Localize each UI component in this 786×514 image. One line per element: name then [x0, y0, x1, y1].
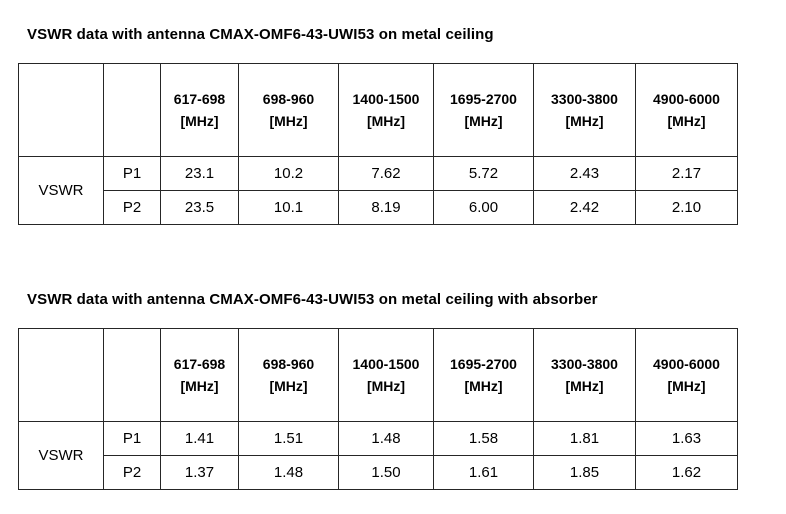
frequency-range: 617-698: [173, 356, 226, 372]
value-cell: 1.50: [338, 455, 434, 490]
value-cell: 10.1: [238, 190, 339, 225]
value-cell: 23.5: [160, 190, 239, 225]
frequency-range: 1400-1500: [352, 91, 420, 107]
value-cell: 1.61: [433, 455, 534, 490]
column-header-698-960: 698-960 [MHz]: [238, 63, 339, 157]
value-cell: 1.81: [533, 421, 636, 456]
corner-cell: [18, 63, 104, 157]
value-cell: 2.17: [635, 156, 738, 191]
column-header-4900-6000: 4900-6000 [MHz]: [635, 328, 738, 422]
table-row-p2: P2 23.5 10.1 8.19 6.00 2.42 2.10: [19, 190, 738, 225]
table-row-p2: P2 1.37 1.48 1.50 1.61 1.85 1.62: [19, 455, 738, 490]
value-cell: 1.48: [338, 421, 434, 456]
table-row-p1: VSWR P1 1.41 1.51 1.48 1.58 1.81 1.63: [18, 421, 738, 490]
value-cell: 1.63: [635, 421, 738, 456]
frequency-unit: [MHz]: [366, 378, 406, 394]
column-header-3300-3800: 3300-3800 [MHz]: [533, 328, 636, 422]
value-cell: 6.00: [433, 190, 534, 225]
frequency-unit: [MHz]: [269, 378, 308, 394]
value-cell: 1.58: [433, 421, 534, 456]
value-cell: 1.41: [160, 421, 239, 456]
port-label-p2: P2: [103, 190, 161, 225]
column-header-1400-1500: 1400-1500 [MHz]: [338, 328, 434, 422]
header-row: 617-698 [MHz] 698-960 [MHz] 1400-1500 [M…: [18, 63, 738, 157]
frequency-unit: [MHz]: [667, 378, 706, 394]
vswr-table-metal-ceiling-absorber: 617-698 [MHz] 698-960 [MHz] 1400-1500 [M…: [18, 328, 738, 490]
column-header-1695-2700: 1695-2700 [MHz]: [433, 328, 534, 422]
table-row-p1: VSWR P1 23.1 10.2 7.62 5.72 2.43 2.17: [18, 156, 738, 225]
frequency-range: 1695-2700: [450, 356, 517, 372]
frequency-range: 3300-3800: [551, 356, 618, 372]
value-cell: 8.19: [338, 190, 434, 225]
column-header-698-960: 698-960 [MHz]: [238, 328, 339, 422]
table-2-title: VSWR data with antenna CMAX-OMF6-43-UWI5…: [27, 291, 598, 308]
frequency-unit: [MHz]: [565, 113, 604, 129]
frequency-unit: [MHz]: [464, 113, 503, 129]
frequency-range: 3300-3800: [551, 91, 618, 107]
document-page: VSWR data with antenna CMAX-OMF6-43-UWI5…: [0, 26, 786, 514]
value-cell: 1.37: [160, 455, 239, 490]
frequency-unit: [MHz]: [180, 378, 219, 394]
value-cell: 7.62: [338, 156, 434, 191]
value-cell: 1.51: [238, 421, 339, 456]
port-label-p1: P1: [103, 421, 161, 456]
value-cell: 1.48: [238, 455, 339, 490]
port-label-p1: P1: [103, 156, 161, 191]
corner-cell: [103, 63, 161, 157]
corner-cell: [18, 328, 104, 422]
table-1-title: VSWR data with antenna CMAX-OMF6-43-UWI5…: [27, 26, 494, 43]
frequency-unit: [MHz]: [180, 113, 219, 129]
row-group-label: VSWR: [18, 156, 104, 225]
column-header-1400-1500: 1400-1500 [MHz]: [338, 63, 434, 157]
frequency-range: 698-960: [262, 356, 315, 372]
row-group-label: VSWR: [18, 421, 104, 490]
corner-cell: [103, 328, 161, 422]
column-header-3300-3800: 3300-3800 [MHz]: [533, 63, 636, 157]
frequency-range: 4900-6000: [653, 356, 720, 372]
value-cell: 5.72: [433, 156, 534, 191]
frequency-range: 617-698: [173, 91, 226, 107]
frequency-unit: [MHz]: [667, 113, 706, 129]
port-label-p2: P2: [103, 455, 161, 490]
frequency-range: 1695-2700: [450, 91, 517, 107]
frequency-unit: [MHz]: [269, 113, 308, 129]
frequency-unit: [MHz]: [565, 378, 604, 394]
value-cell: 1.85: [533, 455, 636, 490]
column-header-617-698: 617-698 [MHz]: [160, 328, 239, 422]
value-cell: 23.1: [160, 156, 239, 191]
value-cell: 10.2: [238, 156, 339, 191]
column-header-4900-6000: 4900-6000 [MHz]: [635, 63, 738, 157]
frequency-range: 1400-1500: [352, 356, 420, 372]
value-cell: 2.43: [533, 156, 636, 191]
vswr-table-metal-ceiling: 617-698 [MHz] 698-960 [MHz] 1400-1500 [M…: [18, 63, 738, 225]
header-row: 617-698 [MHz] 698-960 [MHz] 1400-1500 [M…: [18, 328, 738, 422]
value-cell: 2.10: [635, 190, 738, 225]
frequency-range: 4900-6000: [653, 91, 720, 107]
value-cell: 1.62: [635, 455, 738, 490]
value-cell: 2.42: [533, 190, 636, 225]
frequency-unit: [MHz]: [366, 113, 406, 129]
column-header-1695-2700: 1695-2700 [MHz]: [433, 63, 534, 157]
frequency-unit: [MHz]: [464, 378, 503, 394]
frequency-range: 698-960: [262, 91, 315, 107]
column-header-617-698: 617-698 [MHz]: [160, 63, 239, 157]
